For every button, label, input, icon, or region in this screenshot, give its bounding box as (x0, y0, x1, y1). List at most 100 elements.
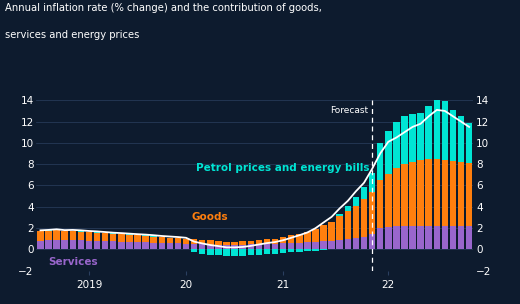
Bar (231, 241, 238, 245)
Bar (94, 232, 100, 233)
Bar (150, 243, 157, 249)
Bar (288, 236, 294, 243)
Bar (183, 244, 189, 249)
Bar (329, 241, 335, 249)
Bar (296, 243, 303, 249)
Bar (441, 160, 448, 226)
Bar (61, 231, 68, 240)
Bar (239, 241, 246, 245)
Bar (361, 237, 367, 249)
Bar (126, 235, 133, 242)
Bar (353, 197, 359, 206)
Bar (223, 249, 230, 256)
Bar (280, 244, 287, 249)
Bar (150, 237, 157, 243)
Bar (336, 216, 343, 240)
Bar (118, 242, 125, 249)
Bar (385, 227, 392, 249)
Bar (466, 226, 472, 249)
Bar (377, 180, 383, 228)
Bar (345, 239, 351, 249)
Bar (134, 235, 141, 236)
Bar (102, 233, 108, 241)
Bar (239, 245, 246, 249)
Bar (361, 186, 367, 199)
Bar (45, 240, 52, 249)
Bar (425, 159, 432, 226)
Bar (409, 162, 416, 226)
Bar (94, 233, 100, 241)
Bar (450, 226, 456, 249)
Bar (86, 240, 92, 249)
Bar (37, 241, 44, 249)
Bar (77, 240, 84, 249)
Bar (393, 122, 399, 168)
Bar (296, 249, 303, 252)
Bar (450, 110, 456, 161)
Bar (77, 231, 84, 232)
Bar (61, 240, 68, 249)
Bar (353, 206, 359, 238)
Bar (256, 244, 262, 249)
Bar (345, 211, 351, 239)
Bar (361, 199, 367, 237)
Bar (385, 131, 392, 174)
Bar (377, 143, 383, 180)
Bar (393, 168, 399, 226)
Bar (458, 226, 464, 249)
Text: Forecast: Forecast (330, 106, 368, 115)
Bar (126, 242, 133, 249)
Bar (102, 241, 108, 249)
Bar (191, 249, 198, 252)
Bar (126, 234, 133, 235)
Bar (223, 241, 230, 245)
Bar (369, 192, 375, 234)
Bar (166, 238, 173, 243)
Text: services and energy prices: services and energy prices (5, 30, 139, 40)
Bar (434, 159, 440, 226)
Bar (336, 214, 343, 216)
Bar (110, 234, 116, 241)
Bar (215, 241, 222, 245)
Text: Petrol prices and energy bills: Petrol prices and energy bills (197, 163, 370, 173)
Bar (215, 249, 222, 255)
Bar (110, 233, 116, 234)
Bar (248, 244, 254, 249)
Bar (142, 242, 149, 249)
Bar (272, 239, 278, 244)
Bar (345, 206, 351, 211)
Bar (320, 225, 327, 241)
Bar (215, 245, 222, 249)
Bar (248, 241, 254, 244)
Bar (458, 116, 464, 162)
Bar (320, 249, 327, 250)
Bar (183, 239, 189, 244)
Bar (369, 173, 375, 192)
Bar (239, 249, 246, 256)
Bar (280, 237, 287, 244)
Bar (304, 242, 310, 249)
Bar (191, 244, 198, 249)
Bar (329, 222, 335, 241)
Bar (207, 249, 214, 255)
Bar (401, 164, 408, 226)
Bar (418, 226, 424, 249)
Text: Goods: Goods (192, 212, 229, 222)
Bar (304, 249, 310, 251)
Bar (70, 231, 76, 240)
Bar (86, 232, 92, 240)
Bar (70, 240, 76, 249)
Text: Annual inflation rate (% change) and the contribution of goods,: Annual inflation rate (% change) and the… (5, 3, 322, 13)
Bar (393, 226, 399, 249)
Bar (353, 238, 359, 249)
Bar (441, 226, 448, 249)
Bar (312, 249, 319, 251)
Bar (288, 243, 294, 249)
Bar (312, 229, 319, 242)
Bar (199, 249, 205, 254)
Bar (134, 242, 141, 249)
Bar (231, 249, 238, 256)
Bar (377, 228, 383, 249)
Bar (320, 241, 327, 249)
Bar (425, 106, 432, 159)
